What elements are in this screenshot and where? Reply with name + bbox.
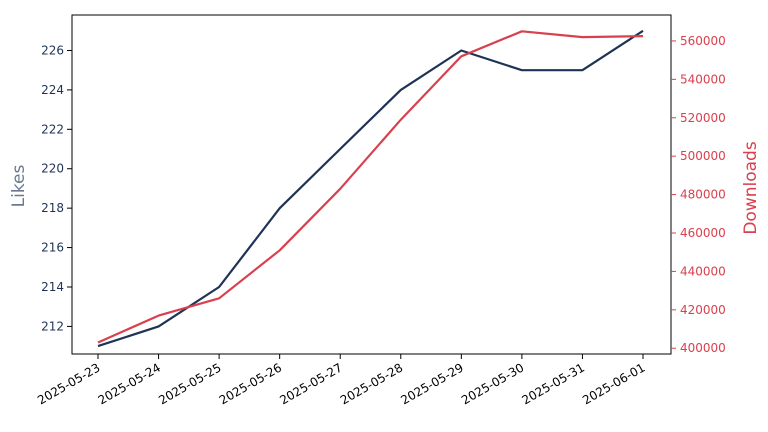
y-right-tick-label: 420000 [680,303,726,317]
x-tick-label: 2025-05-30 [459,360,526,407]
downloads-series-line [97,30,644,344]
y-right-tick-label: 540000 [680,72,726,86]
y-left-tick-label: 226 [41,43,64,57]
x-tick-label: 2025-05-28 [338,360,405,407]
y-axis-right-title: Downloads [741,141,761,235]
y-left-tick-label: 222 [41,122,64,136]
x-tick-label: 2025-05-23 [35,360,102,407]
y-left-tick-label: 224 [41,83,64,97]
y-right-tick-label: 500000 [680,149,726,163]
y-right-tick-label: 460000 [680,226,726,240]
y-left-tick-label: 220 [41,162,64,176]
y-axis-left-title: Likes [9,164,29,207]
likes-series-line [97,29,644,348]
x-tick-label: 2025-06-01 [580,360,647,407]
plot-frame [71,14,672,355]
x-tick-label: 2025-05-25 [156,360,223,407]
y-right-tick-label: 560000 [680,34,726,48]
y-left-tick-label: 218 [41,201,64,215]
x-tick-label: 2025-05-29 [398,360,465,407]
y-left-tick-label: 216 [41,241,64,255]
y-left-tick-label: 212 [41,319,64,333]
y-right-tick-label: 480000 [680,188,726,202]
y-right-tick-label: 440000 [680,264,726,278]
x-tick-label: 2025-05-24 [96,360,163,407]
y-right-tick-label: 400000 [680,341,726,355]
x-tick-label: 2025-05-26 [217,360,284,407]
x-tick-label: 2025-05-27 [277,360,344,407]
x-tick-label: 2025-05-31 [520,360,587,407]
y-left-tick-label: 214 [41,280,64,294]
y-right-tick-label: 520000 [680,111,726,125]
